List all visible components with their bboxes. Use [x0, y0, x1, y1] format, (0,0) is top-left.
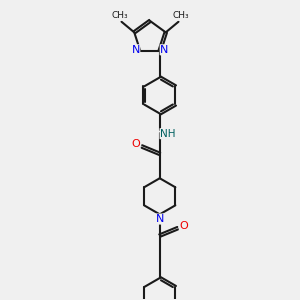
Text: CH₃: CH₃ — [172, 11, 189, 20]
Text: CH₃: CH₃ — [111, 11, 128, 20]
Text: NH: NH — [160, 129, 176, 139]
Text: N: N — [131, 45, 140, 55]
Text: N: N — [155, 214, 164, 224]
Text: N: N — [160, 45, 169, 55]
Text: O: O — [131, 139, 140, 149]
Text: O: O — [179, 221, 188, 231]
